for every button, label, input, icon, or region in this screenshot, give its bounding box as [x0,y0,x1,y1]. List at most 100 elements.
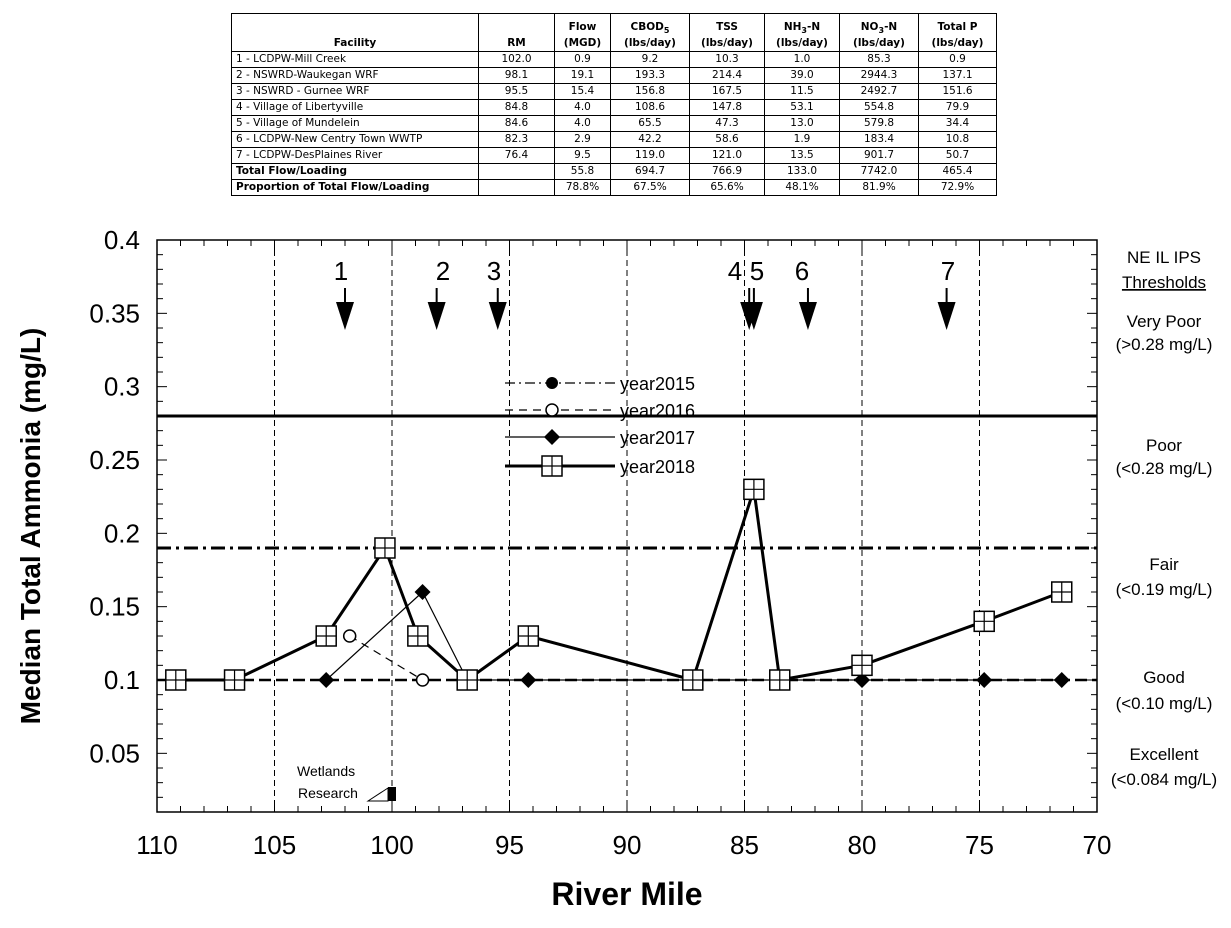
facility-number-7: 7 [941,256,955,286]
cell-nh3: 13.5 [764,147,840,164]
facility-arrow-head [937,302,956,330]
x-tick-label: 90 [613,830,642,860]
facility-arrow-head [798,302,817,330]
excellent-range: (<0.084 mg/L) [1111,770,1217,789]
facility-number-1: 1 [334,256,348,286]
series-year2016 [342,629,430,687]
boxed-cross-marker [165,669,187,691]
cell-nh3: 11.5 [764,83,840,100]
x-tick-label: 110 [136,830,177,860]
header-no3: NO3-N (lbs/day) [839,13,919,52]
cell-facility: 1 - LCDPW-Mill Creek [231,51,479,68]
legend-label-year2017: year2017 [620,428,695,448]
cell-facility: 2 - NSWRD-Waukegan WRF [231,67,479,84]
facility-number-4: 4 [728,256,742,286]
cell-facility: 6 - LCDPW-New Centry Town WWTP [231,131,479,148]
cell-tp: 137.1 [918,67,997,84]
boxed-cross-marker [315,625,337,647]
series-line-year2018 [175,487,1063,682]
header-tss-l2: (lbs/day) [701,37,753,49]
filled-diamond-marker [1053,672,1070,688]
series-line-year2016 [349,635,423,681]
fair-range: (<0.19 mg/L) [1116,580,1213,599]
boxed-cross-marker [456,669,478,691]
x-tick-label: 100 [370,830,413,860]
header-nh3-l2: (lbs/day) [776,37,828,49]
cell-facility: 5 - Village of Mundelein [231,115,479,132]
x-axis-label: River Mile [551,876,702,912]
boxed-cross-marker [1051,581,1073,603]
series-line-year2017 [325,591,1062,681]
fair-label: Fair [1149,555,1179,574]
header-no3-b: -N [884,21,898,33]
facility-loading-table: Facility RM Flow (MGD) CBOD5 (lbs/day) TSS… [231,13,997,196]
facility-number-3: 3 [487,256,501,286]
header-tss: TSS (lbs/day) [689,13,765,52]
y-tick-label: 0.25 [89,445,140,475]
very-poor-label: Very Poor [1127,312,1202,331]
legend-label-year2018: year2018 [620,457,695,477]
facility-number-6: 6 [795,256,809,286]
header-no3-sub: 3 [878,26,885,36]
boxed-cross-marker [517,625,540,647]
thresholds-title-l1: NE IL IPS [1127,248,1201,267]
y-tick-label: 0.35 [89,298,140,328]
filled-diamond-marker [544,429,560,445]
x-tick-label: 105 [253,830,296,860]
filled-diamond-marker [414,584,431,600]
good-range: (<0.10 mg/L) [1116,694,1213,713]
very-poor-range: (>0.28 mg/L) [1116,335,1213,354]
boxed-cross-marker [743,478,765,501]
table-row: 6 - LCDPW-New Centry Town WWTP 82.3 2.9 … [231,131,997,148]
cell-facility: 7 - LCDPW-DesPlaines River [231,147,479,164]
poor-range: (<0.28 mg/L) [1116,459,1213,478]
header-no3-a: NO [860,21,879,33]
thresholds-title-l2: Thresholds [1122,273,1206,292]
y-tick-label: 0.05 [89,738,140,768]
wetlands-triangle-icon [366,787,389,802]
filled-diamond-marker [318,672,335,688]
table-header-row: Facility RM Flow (MGD) CBOD5 (lbs/day) TSS… [231,13,997,52]
header-tp-l2: (lbs/day) [931,37,984,49]
boxed-cross-marker [407,625,429,647]
table-row: 7 - LCDPW-DesPlaines River 76.4 9.5 119.… [231,147,997,164]
header-flow-l2: (MGD) [563,37,602,49]
proportion-row: Proportion of Total Flow/Loading 78.8% 6… [231,179,997,196]
proportion-cbod: 67.5% [610,179,690,196]
wetlands-annotation-l2: Research [298,785,358,801]
y-tick-label: 0.3 [104,372,140,402]
x-tick-label: 70 [1083,830,1112,860]
header-no3-l2: (lbs/day) [853,37,905,49]
filled-circle-marker [546,377,558,389]
header-tss-l1: TSS [716,21,738,33]
table-row: 1 - LCDPW-Mill Creek 102.0 0.9 9.2 10.3 … [231,51,997,68]
cell-tp: 79.9 [918,99,997,116]
cell-nh3: 1.0 [764,51,840,68]
proportion-label: Proportion of Total Flow/Loading [231,179,479,196]
cell-tp: 151.6 [918,83,997,100]
facility-arrow-head [744,302,763,330]
good-label: Good [1143,668,1185,687]
header-nh3: NH3-N (lbs/day) [764,13,840,52]
facility-arrow-head [488,302,507,330]
header-cbod: CBOD5 (lbs/day) [610,13,690,52]
series-year2018 [165,478,1073,691]
proportion-nh3: 48.1% [764,179,840,196]
header-tp-l1: Total P [937,21,978,33]
boxed-cross-marker [769,669,791,691]
boxed-cross-marker [682,669,704,691]
open-circle-marker [415,673,430,687]
proportion-no3: 81.9% [839,179,919,196]
proportion-flow: 78.8% [554,179,611,196]
legend-label-year2016: year2016 [620,401,695,421]
header-total-p: Total P (lbs/day) [918,13,997,52]
cell-nh3: 53.1 [764,99,840,116]
y-tick-label: 0.15 [89,592,140,622]
boxed-cross-marker [851,654,873,677]
header-nh3-a: NH [783,21,802,33]
wetlands-marker-icon [388,787,396,801]
facility-number-5: 5 [750,256,764,286]
facility-arrow-head [336,302,354,330]
y-axis-label: Median Total Ammonia (mg/L) [15,328,46,725]
